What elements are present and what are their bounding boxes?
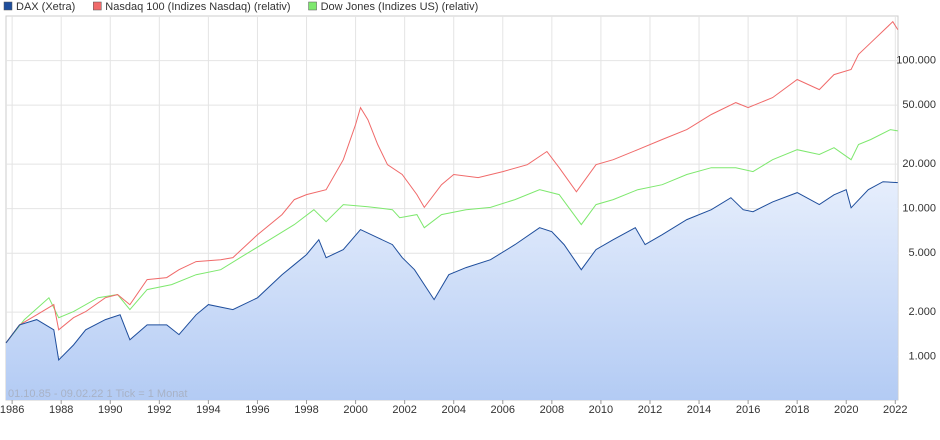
area (6, 181, 898, 400)
marks (5, 20, 899, 400)
x-tick-label: 2004 (441, 404, 465, 416)
x-tick-label: 2006 (491, 404, 515, 416)
y-tick-label: 10.000 (902, 203, 936, 215)
y-tick-label: 20.000 (902, 158, 936, 170)
y-tick-label: 2.000 (908, 306, 936, 318)
y-tick-label: 5.000 (908, 247, 936, 259)
x-tick-label: 1994 (196, 404, 220, 416)
x-tick-label: 2008 (540, 404, 564, 416)
legend-swatch (308, 1, 317, 11)
line (5, 181, 898, 362)
y-tick-label: 1.000 (908, 351, 936, 363)
x-tick-label: 2020 (834, 404, 858, 416)
legend-label[interactable]: Nasdaq 100 (Indizes Nasdaq) (relativ) (105, 1, 290, 13)
legend-swatch (93, 1, 102, 11)
x-tick-label: 2022 (883, 404, 907, 416)
legend-label[interactable]: DAX (Xetra) (16, 1, 75, 13)
labels: 1986 1988 1990 1992 1994 1996 1998 2000 2002 2004… (0, 1, 936, 416)
x-tick-label: 2000 (343, 404, 367, 416)
y-tick-label: 50.000 (902, 99, 936, 111)
line (5, 20, 899, 344)
x-tick-label: 1998 (294, 404, 318, 416)
x-tick-label: 2014 (687, 404, 711, 416)
range-note: 01.10.85 - 09.02.22 1 Tick = 1 Monat (8, 388, 187, 400)
x-tick-label: 2012 (638, 404, 662, 416)
x-tick-label: 1996 (245, 404, 269, 416)
x-tick-label: 2002 (392, 404, 416, 416)
x-tick-label: 1990 (98, 404, 122, 416)
x-tick-label: 2018 (785, 404, 809, 416)
y-tick-label: 100.000 (896, 54, 936, 66)
x-tick-label: 2010 (589, 404, 613, 416)
x-tick-label: 2016 (736, 404, 760, 416)
x-tick-label: 1988 (49, 404, 73, 416)
legend-swatch (3, 1, 13, 11)
x-tick-label: 1986 (0, 404, 24, 416)
line (5, 129, 898, 344)
x-tick-label: 1992 (147, 404, 171, 416)
legend-label[interactable]: Dow Jones (Indizes US) (relativ) (321, 1, 479, 13)
